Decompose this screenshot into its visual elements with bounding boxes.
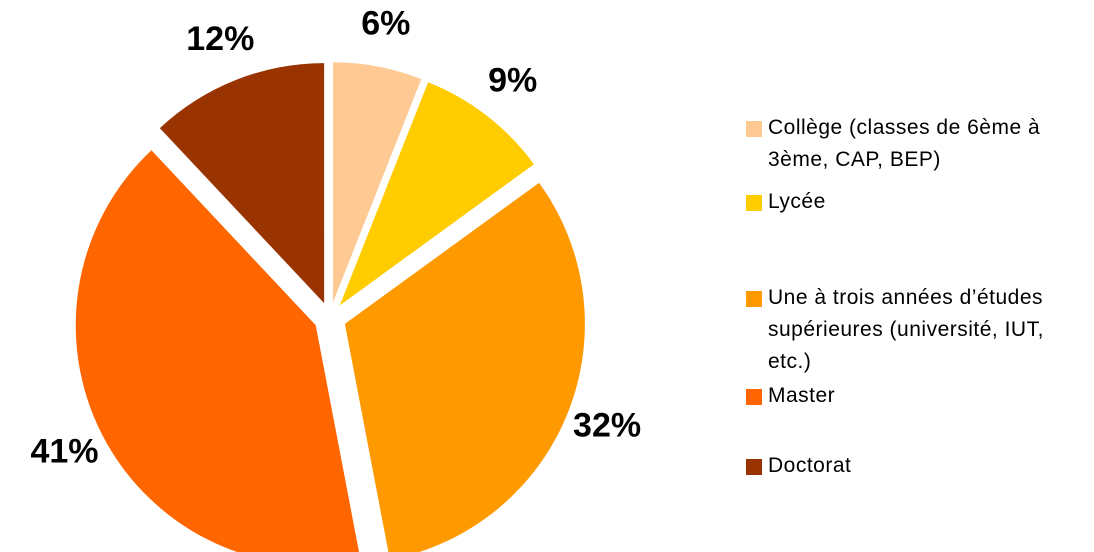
data-label: 32% <box>573 407 641 445</box>
data-label: 12% <box>186 20 254 58</box>
legend-label: Lycée <box>768 190 826 213</box>
legend-swatch <box>746 291 762 307</box>
pie-slice <box>344 182 585 552</box>
legend-label: Master <box>768 384 836 407</box>
pie-slice <box>339 82 534 306</box>
pie-slice <box>332 62 422 303</box>
data-label: 6% <box>361 4 410 42</box>
pie-slice <box>159 63 325 304</box>
legend-label: Une à trois années d’études supérieures … <box>768 286 1044 373</box>
legend-swatch <box>746 121 762 137</box>
data-label: 41% <box>30 432 98 470</box>
legend-label: Doctorat <box>768 454 852 477</box>
pie-slice <box>75 150 359 552</box>
legend-swatch <box>746 195 762 211</box>
data-label: 9% <box>488 62 537 100</box>
legend-swatch <box>746 459 762 475</box>
legend-swatch <box>746 389 762 405</box>
legend-label: Collège (classes de 6ème à 3ème, CAP, BE… <box>768 116 1041 171</box>
